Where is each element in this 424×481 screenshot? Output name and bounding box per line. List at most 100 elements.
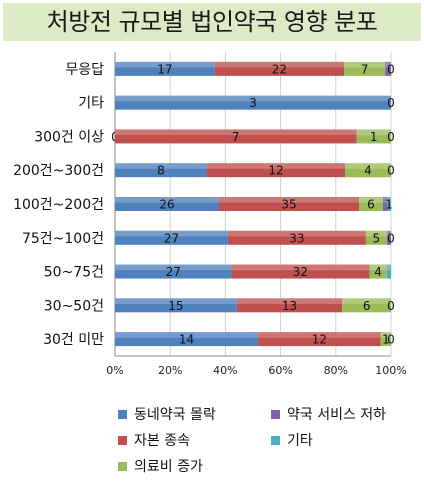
bar-highlight bbox=[236, 298, 343, 304]
x-tick-label: 20% bbox=[158, 364, 182, 377]
bar-segment bbox=[345, 163, 391, 178]
data-label: 22 bbox=[272, 62, 287, 76]
data-label: 12 bbox=[268, 164, 283, 178]
bar-highlight bbox=[345, 163, 391, 169]
bar-highlight bbox=[359, 197, 383, 203]
data-label: 8 bbox=[157, 164, 165, 178]
data-label: 17 bbox=[157, 62, 172, 76]
category-label: 200건~300건 bbox=[13, 163, 104, 179]
bar-highlight bbox=[115, 61, 215, 68]
bar-segment bbox=[115, 332, 259, 347]
bar-segment bbox=[386, 264, 391, 279]
bar-highlight bbox=[383, 197, 387, 203]
bar-highlight bbox=[369, 264, 387, 271]
title-bar: 처방전 규모별 법인약국 영향 분포 bbox=[3, 3, 421, 41]
bar-segment bbox=[207, 163, 345, 178]
data-label: 5 bbox=[373, 231, 381, 245]
bar-highlight bbox=[115, 332, 259, 338]
bar-segment bbox=[365, 230, 387, 245]
bar-highlight bbox=[227, 230, 366, 237]
data-label: 35 bbox=[281, 198, 296, 212]
bar-highlight bbox=[115, 129, 357, 136]
bar-segment bbox=[342, 298, 391, 313]
data-label: 7 bbox=[232, 130, 240, 144]
data-label: 7 bbox=[361, 62, 369, 76]
bar-highlight bbox=[258, 332, 381, 338]
bar-segment bbox=[115, 95, 391, 110]
bar-segment bbox=[359, 197, 383, 211]
category-label: 75건~100건 bbox=[22, 231, 104, 247]
bar-highlight bbox=[380, 332, 391, 338]
data-label: 0 bbox=[387, 130, 395, 144]
bar-segment bbox=[115, 129, 357, 144]
x-tick-label: 80% bbox=[324, 364, 348, 377]
data-label: 15 bbox=[168, 299, 183, 313]
bar-segment bbox=[219, 197, 359, 211]
data-label: 0 bbox=[387, 231, 395, 245]
bar-segment bbox=[231, 264, 370, 279]
bar-highlight bbox=[385, 61, 391, 68]
x-tick-label: 40% bbox=[213, 364, 237, 377]
bar-segment bbox=[115, 298, 237, 313]
data-label: 1 bbox=[370, 130, 378, 144]
data-label: 1 bbox=[385, 198, 393, 212]
bar-segment bbox=[115, 230, 228, 245]
data-label: 32 bbox=[293, 265, 308, 279]
x-tick-label: 0% bbox=[106, 364, 123, 377]
bar-segment bbox=[385, 61, 391, 76]
data-label: 14 bbox=[179, 333, 194, 347]
bar-highlight bbox=[356, 129, 391, 136]
x-tick-label: 100% bbox=[375, 364, 406, 377]
bar-segment bbox=[344, 61, 386, 76]
bar-highlight bbox=[386, 230, 391, 237]
data-label: 0 bbox=[387, 333, 395, 347]
bar-segment bbox=[115, 264, 232, 279]
bar-segment bbox=[387, 197, 391, 211]
bar-highlight bbox=[387, 197, 391, 203]
bar-segment bbox=[227, 230, 366, 245]
data-label: 13 bbox=[282, 299, 297, 313]
bar-segment bbox=[386, 230, 391, 245]
data-label: 6 bbox=[363, 299, 371, 313]
category-label: 30건 미만 bbox=[43, 332, 104, 348]
x-tick-label: 60% bbox=[268, 364, 292, 377]
bar-highlight bbox=[115, 264, 232, 271]
chart-title: 처방전 규모별 법인약국 영향 분포 bbox=[46, 8, 378, 36]
data-label: 3 bbox=[249, 96, 257, 110]
bar-highlight bbox=[219, 197, 359, 203]
data-label: 0 bbox=[387, 96, 395, 110]
data-label: 4 bbox=[364, 164, 372, 178]
data-label: 27 bbox=[164, 231, 179, 245]
category-label: 무응답 bbox=[65, 62, 104, 78]
category-label: 100건~200건 bbox=[13, 197, 104, 213]
data-label: 6 bbox=[367, 198, 375, 212]
category-label: 30~50건 bbox=[44, 298, 104, 314]
data-label: 4 bbox=[374, 265, 382, 279]
data-label: 1 bbox=[382, 333, 390, 347]
data-label: 0 bbox=[387, 62, 395, 76]
bar-highlight bbox=[344, 61, 386, 68]
bar-highlight bbox=[214, 61, 345, 68]
bar-highlight bbox=[342, 298, 391, 304]
data-label: 12 bbox=[312, 333, 327, 347]
data-label: 26 bbox=[159, 198, 174, 212]
bar-highlight bbox=[365, 230, 387, 237]
bar-segment bbox=[115, 163, 207, 178]
bar-highlight bbox=[115, 163, 207, 169]
bar-segment bbox=[115, 197, 219, 211]
bar-segment bbox=[380, 332, 391, 347]
bar-segment bbox=[236, 298, 343, 313]
bar-segment bbox=[258, 332, 381, 347]
bar-highlight bbox=[115, 197, 219, 203]
bar-highlight bbox=[386, 264, 391, 271]
bar-segment bbox=[369, 264, 387, 279]
bar-highlight bbox=[231, 264, 370, 271]
bar-highlight bbox=[115, 298, 237, 304]
category-label: 300건 이상 bbox=[34, 129, 104, 145]
bar-segment bbox=[383, 197, 387, 211]
bar-highlight bbox=[115, 230, 228, 237]
data-label: 33 bbox=[289, 231, 304, 245]
data-label: 27 bbox=[166, 265, 181, 279]
category-label: 50~75건 bbox=[44, 265, 104, 281]
